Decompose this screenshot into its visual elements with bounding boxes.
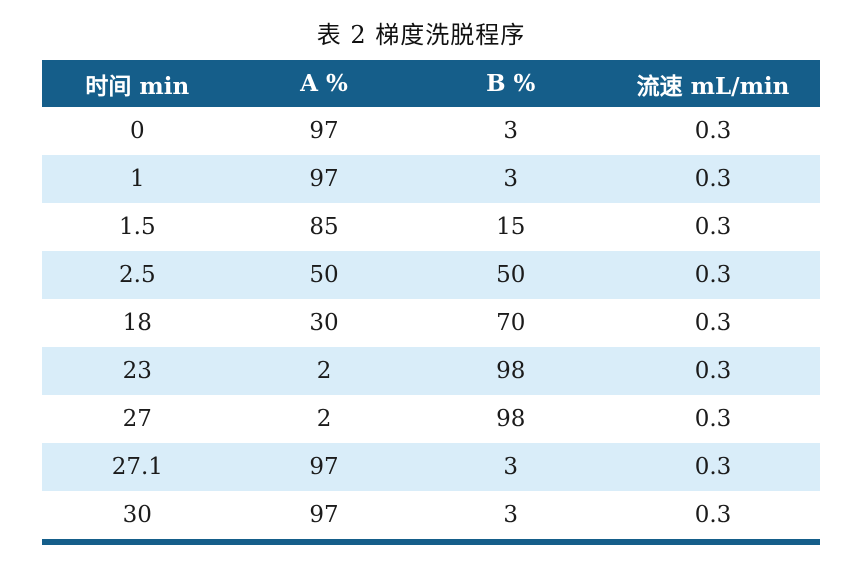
table-cell: 3: [503, 502, 519, 528]
table-cell: 97: [309, 454, 339, 480]
table-cell: 1: [129, 166, 145, 192]
header-cell-flow-rate: 流速 mL/min: [606, 60, 820, 107]
table-cell: 3: [503, 454, 519, 480]
table-cell: 15: [496, 214, 526, 240]
table-cell: 2.5: [119, 262, 156, 288]
table-cell: 30: [309, 310, 339, 336]
table-cell: 85: [309, 214, 339, 240]
table-cell: 0: [129, 118, 145, 144]
table-cell: 0.3: [694, 214, 732, 240]
table-cell: 97: [309, 502, 339, 528]
table-row: 0 97 3 0.3: [42, 107, 820, 155]
table-row: 1.5 85 15 0.3: [42, 203, 820, 251]
table-cell: 50: [309, 262, 339, 288]
table-cell: 97: [309, 166, 339, 192]
table-row: 2.5 50 50 0.3: [42, 251, 820, 299]
table-row: 27.1 97 3 0.3: [42, 443, 820, 491]
table-cell: 50: [496, 262, 526, 288]
table-row: 1 97 3 0.3: [42, 155, 820, 203]
table-cell: 3: [503, 118, 519, 144]
table-cell: 98: [496, 406, 526, 432]
header-cell-time: 时间 min: [42, 60, 233, 107]
table-cell: 98: [496, 358, 526, 384]
table-body: 0 97 3 0.3 1 97 3 0.3 1.5 85 15 0.3 2.5 50 50 0.3 18 30 70…: [42, 107, 820, 542]
table-row: 23 2 98 0.3: [42, 347, 820, 395]
table-cell: 0.3: [694, 262, 732, 288]
table-cell: 0.3: [694, 310, 732, 336]
table-cell: 18: [122, 310, 152, 336]
table-cell: 0.3: [694, 454, 732, 480]
table-row: 18 30 70 0.3: [42, 299, 820, 347]
table-cell: 1.5: [119, 214, 156, 240]
header-row: 时间 min A % B % 流速 mL/min: [42, 60, 820, 107]
table-cell: 23: [122, 358, 152, 384]
table-row: 30 97 3 0.3: [42, 491, 820, 542]
table-cell: 2: [316, 406, 332, 432]
table-cell: 27.1: [111, 454, 163, 480]
header-cell-a-percent: A %: [232, 60, 416, 107]
table-cell: 0.3: [694, 502, 732, 528]
table-cell: 27: [122, 406, 152, 432]
table-cell: 0.3: [694, 358, 732, 384]
table-cell: 2: [316, 358, 332, 384]
table-header: 时间 min A % B % 流速 mL/min: [42, 60, 820, 107]
table-row: 27 2 98 0.3: [42, 395, 820, 443]
table-cell: 0.3: [694, 118, 732, 144]
table-cell: 30: [122, 502, 152, 528]
gradient-elution-table: 时间 min A % B % 流速 mL/min 0 97 3 0.3 1 97 3 0.3 1…: [42, 60, 820, 545]
table-cell: 0.3: [694, 406, 732, 432]
table-cell: 70: [496, 310, 526, 336]
table-cell: 0.3: [694, 166, 732, 192]
table-cell: 3: [503, 166, 519, 192]
header-cell-b-percent: B %: [415, 60, 607, 107]
table-title: 表 2 梯度洗脱程序: [316, 21, 526, 49]
table-cell: 97: [309, 118, 339, 144]
